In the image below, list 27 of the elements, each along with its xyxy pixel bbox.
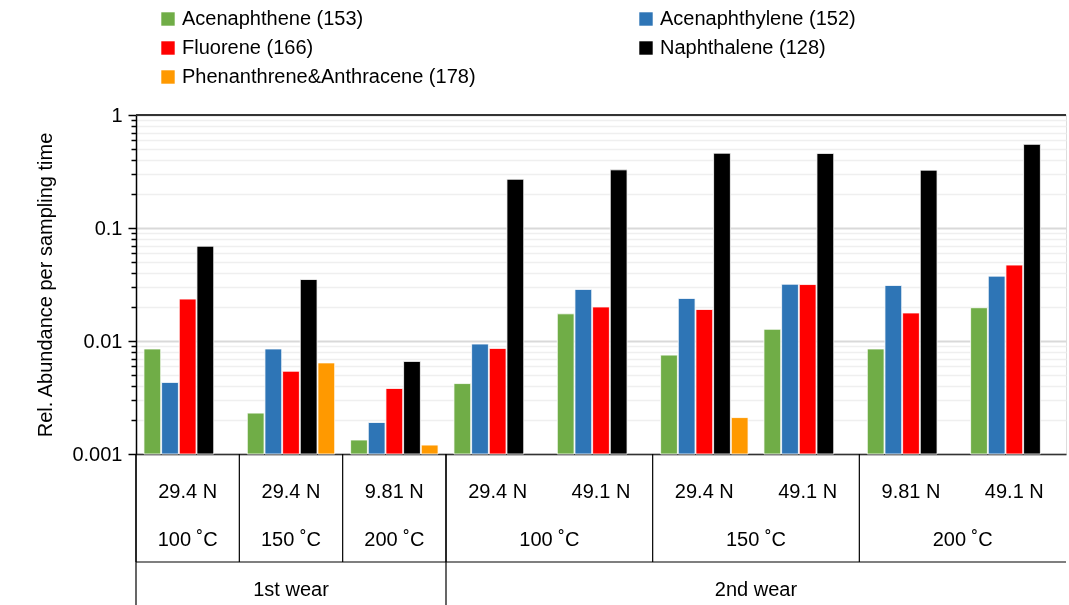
text: 150 ˚C [725,528,787,550]
x-tick-label: 9.81 N [364,480,424,502]
y-tick-label: 0.1 [94,216,123,239]
y-tick-label: 0.01 [83,329,123,352]
x-tick-label: 29.4 N [674,480,734,502]
text: 200 ˚C [364,528,425,550]
text: 100 ˚C [157,528,218,550]
x-tick-label: 9.81 N [881,480,941,502]
x-tick-label: 29.4 N [468,480,528,502]
y-tick-label: 0.001 [72,442,123,465]
x-tick-label: 49.1 N [984,480,1044,502]
legend-label: Acenaphthylene (152) [660,7,856,29]
text: 2nd wear [714,578,798,600]
legend-label: Phenanthrene&Anthracene (178) [182,65,476,87]
legend-label: Naphthalene (128) [660,36,826,58]
y-axis-title: Rel. Abundance per sampling time [34,132,57,438]
text: 200 ˚C [932,528,993,550]
x-tick-label: 49.1 N [778,480,838,502]
x-tick-label: 29.4 N [261,480,321,502]
legend-label: Fluorene (166) [182,36,314,58]
legend-label: Acenaphthene (153) [182,7,364,29]
x-tick-label: 49.1 N [571,480,631,502]
x-tick-label: 29.4 N [158,480,218,502]
y-tick-label: 1 [111,103,123,126]
text: 150 ˚C [260,528,322,550]
text: 100 ˚C [519,528,580,550]
text: 1st wear [253,578,330,600]
